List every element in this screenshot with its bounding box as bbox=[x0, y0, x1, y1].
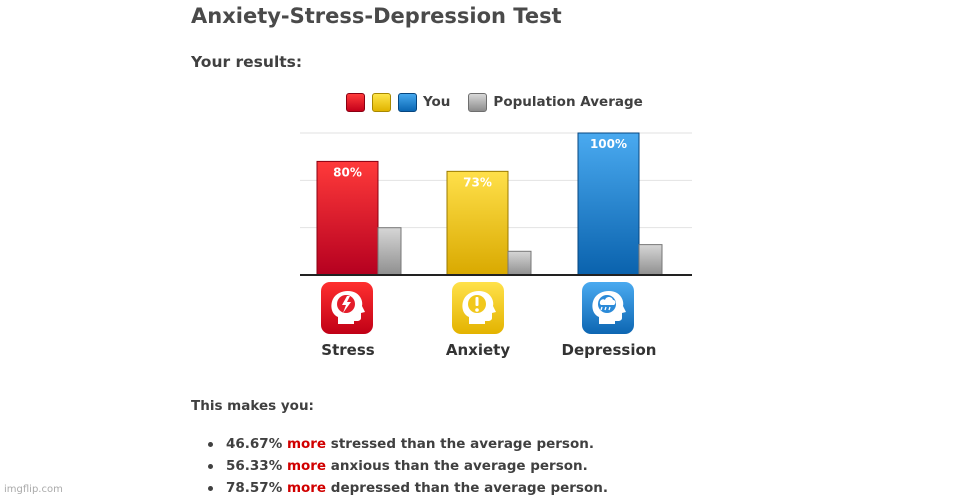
legend-label-you: You bbox=[423, 94, 451, 110]
summary-keyword: more bbox=[286, 458, 327, 474]
watermark: imgflip.com bbox=[4, 484, 63, 495]
legend-swatch-depression bbox=[398, 92, 417, 112]
results-heading: Your results: bbox=[191, 53, 303, 71]
summary-keyword: more bbox=[286, 436, 327, 452]
category-label-anxiety: Anxiety bbox=[445, 341, 511, 359]
summary-text: anxious than the average person. bbox=[330, 458, 588, 474]
category-label-stress: Stress bbox=[321, 341, 375, 359]
list-item: 78.57% more depressed than the average p… bbox=[208, 477, 608, 499]
summary-value: 46.67% bbox=[226, 436, 283, 452]
legend-swatch-anxiety bbox=[372, 92, 391, 112]
summary-value: 78.57% bbox=[226, 480, 283, 496]
category-label-depression: Depression bbox=[561, 341, 657, 359]
legend-swatch-stress bbox=[346, 92, 365, 112]
legend-swatch-population bbox=[468, 92, 488, 112]
chart-legend: You Population Average bbox=[346, 91, 643, 113]
list-item: 56.33% more anxious than the average per… bbox=[208, 455, 608, 477]
summary-value: 56.33% bbox=[226, 458, 283, 474]
legend-label-population: Population Average bbox=[493, 94, 643, 110]
data-label-stress: 80% bbox=[333, 165, 362, 179]
summary-text: depressed than the average person. bbox=[330, 480, 608, 496]
bar-anxiety-population-average bbox=[507, 250, 532, 276]
summary-heading: This makes you: bbox=[191, 398, 314, 414]
results-bar-chart: 80% 73% 100% bbox=[300, 132, 692, 276]
bar-depression-population-average bbox=[638, 244, 663, 276]
data-label-anxiety: 73% bbox=[463, 175, 492, 189]
list-item: 46.67% more stressed than the average pe… bbox=[208, 433, 608, 455]
page-title: Anxiety-Stress-Depression Test bbox=[191, 4, 562, 28]
bar-depression-you bbox=[577, 132, 640, 276]
depression-head-icon bbox=[582, 282, 634, 334]
bar-stress-you bbox=[316, 160, 379, 276]
summary-text: stressed than the average person. bbox=[330, 436, 594, 452]
stress-head-icon bbox=[321, 282, 373, 334]
anxiety-head-icon bbox=[452, 282, 504, 334]
summary-list: 46.67% more stressed than the average pe… bbox=[208, 433, 608, 499]
bar-anxiety-you bbox=[446, 170, 509, 276]
data-label-depression: 100% bbox=[590, 137, 627, 151]
summary-keyword: more bbox=[286, 480, 327, 496]
bar-stress-population-average bbox=[377, 227, 402, 276]
